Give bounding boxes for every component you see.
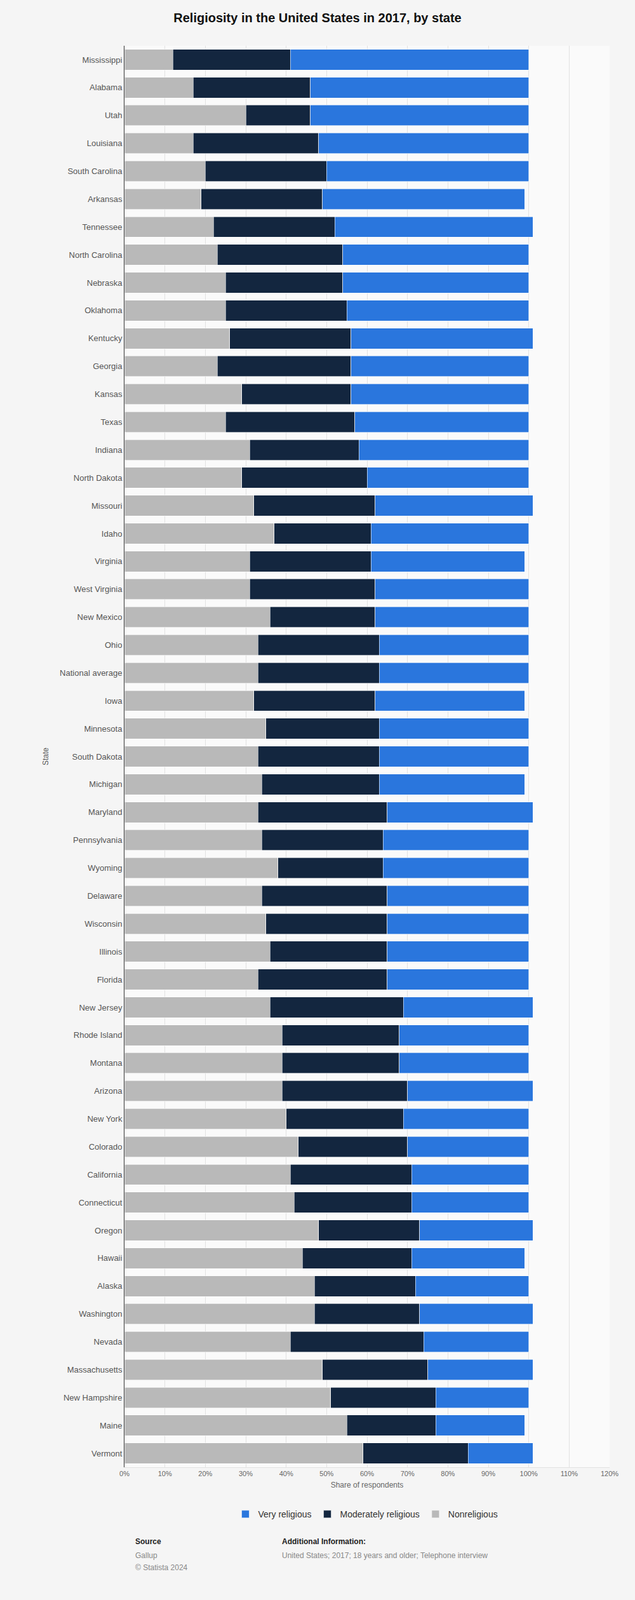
svg-text:Source: Source [135, 1536, 162, 1546]
svg-text:North Carolina: North Carolina [69, 250, 124, 260]
svg-text:Missouri: Missouri [91, 501, 123, 511]
svg-text:New Hampshire: New Hampshire [63, 1392, 122, 1403]
svg-text:United States; 2017; 18 years: United States; 2017; 18 years and older;… [281, 1550, 488, 1560]
svg-text:Illinois: Illinois [99, 946, 123, 957]
svg-text:Religiosity in the United Stat: Religiosity in the United States in 2017… [173, 10, 462, 25]
svg-text:Oregon: Oregon [94, 1225, 122, 1236]
svg-text:Delaware: Delaware [86, 890, 122, 901]
svg-text:Vermont: Vermont [91, 1448, 123, 1458]
svg-text:20%: 20% [198, 1469, 213, 1478]
svg-text:New Jersey: New Jersey [78, 1002, 122, 1012]
svg-text:West Virginia: West Virginia [73, 584, 123, 594]
svg-text:Louisiana: Louisiana [86, 138, 123, 148]
svg-text:Indiana: Indiana [95, 445, 123, 455]
svg-text:California: California [86, 1169, 123, 1180]
svg-text:Virginia: Virginia [94, 556, 123, 566]
svg-text:New York: New York [86, 1113, 122, 1124]
svg-text:Georgia: Georgia [92, 361, 123, 371]
svg-text:0%: 0% [119, 1469, 130, 1478]
svg-text:South Carolina: South Carolina [67, 166, 123, 176]
svg-text:40%: 40% [279, 1469, 294, 1478]
svg-text:South Dakota: South Dakota [72, 751, 124, 762]
svg-text:Pennsylvania: Pennsylvania [73, 835, 123, 845]
svg-text:Gallup: Gallup [135, 1550, 158, 1560]
svg-text:Moderately religious: Moderately religious [340, 1508, 420, 1519]
svg-text:Ohio: Ohio [104, 640, 122, 650]
svg-text:Kentucky: Kentucky [88, 333, 123, 343]
svg-text:Maryland: Maryland [88, 807, 122, 817]
svg-text:Oklahoma: Oklahoma [84, 305, 123, 315]
svg-text:Rhode Island: Rhode Island [73, 1029, 123, 1040]
svg-text:Nebraska: Nebraska [86, 278, 123, 288]
svg-text:Wisconsin: Wisconsin [84, 918, 122, 929]
svg-text:© Statista 2024: © Statista 2024 [135, 1562, 188, 1572]
svg-text:Nonreligious: Nonreligious [448, 1508, 498, 1519]
svg-text:Share of respondents: Share of respondents [330, 1480, 404, 1490]
svg-text:Wyoming: Wyoming [87, 862, 122, 873]
svg-text:North Dakota: North Dakota [73, 473, 123, 483]
svg-text:120%: 120% [600, 1469, 619, 1478]
svg-text:Mississippi: Mississippi [82, 54, 123, 65]
svg-text:60%: 60% [360, 1469, 375, 1478]
svg-text:Utah: Utah [104, 110, 122, 121]
svg-text:80%: 80% [440, 1469, 455, 1478]
svg-text:Minnesota: Minnesota [83, 723, 123, 734]
svg-text:30%: 30% [238, 1469, 253, 1478]
svg-text:Additional Information:: Additional Information: [281, 1536, 366, 1546]
svg-text:Maine: Maine [99, 1420, 122, 1431]
svg-text:70%: 70% [400, 1469, 415, 1478]
svg-text:Florida: Florida [97, 974, 124, 985]
svg-text:Hawaii: Hawaii [97, 1252, 122, 1263]
svg-text:State: State [41, 747, 51, 766]
svg-text:Connecticut: Connecticut [78, 1197, 123, 1208]
svg-text:100%: 100% [520, 1469, 538, 1478]
svg-text:Michigan: Michigan [88, 779, 122, 789]
svg-text:110%: 110% [560, 1469, 579, 1478]
svg-text:Arkansas: Arkansas [87, 194, 123, 204]
svg-text:Arizona: Arizona [93, 1085, 123, 1096]
svg-text:Iowa: Iowa [104, 695, 123, 706]
svg-text:Washington: Washington [78, 1308, 122, 1319]
svg-text:New Mexico: New Mexico [77, 612, 123, 622]
svg-text:90%: 90% [481, 1469, 496, 1478]
svg-text:Very religious: Very religious [258, 1508, 312, 1519]
svg-text:Alaska: Alaska [97, 1280, 123, 1291]
svg-text:Montana: Montana [90, 1057, 123, 1068]
svg-text:Tennessee: Tennessee [82, 222, 123, 232]
svg-text:Texas: Texas [100, 417, 122, 427]
svg-text:Alabama: Alabama [89, 82, 123, 93]
svg-text:Nevada: Nevada [93, 1336, 124, 1347]
svg-text:Kansas: Kansas [94, 389, 123, 399]
svg-text:Massachusetts: Massachusetts [67, 1364, 123, 1375]
svg-text:Colorado: Colorado [88, 1141, 123, 1152]
svg-text:10%: 10% [158, 1469, 173, 1478]
svg-text:National average: National average [59, 668, 122, 678]
svg-text:50%: 50% [319, 1469, 334, 1478]
svg-text:Idaho: Idaho [101, 528, 123, 538]
